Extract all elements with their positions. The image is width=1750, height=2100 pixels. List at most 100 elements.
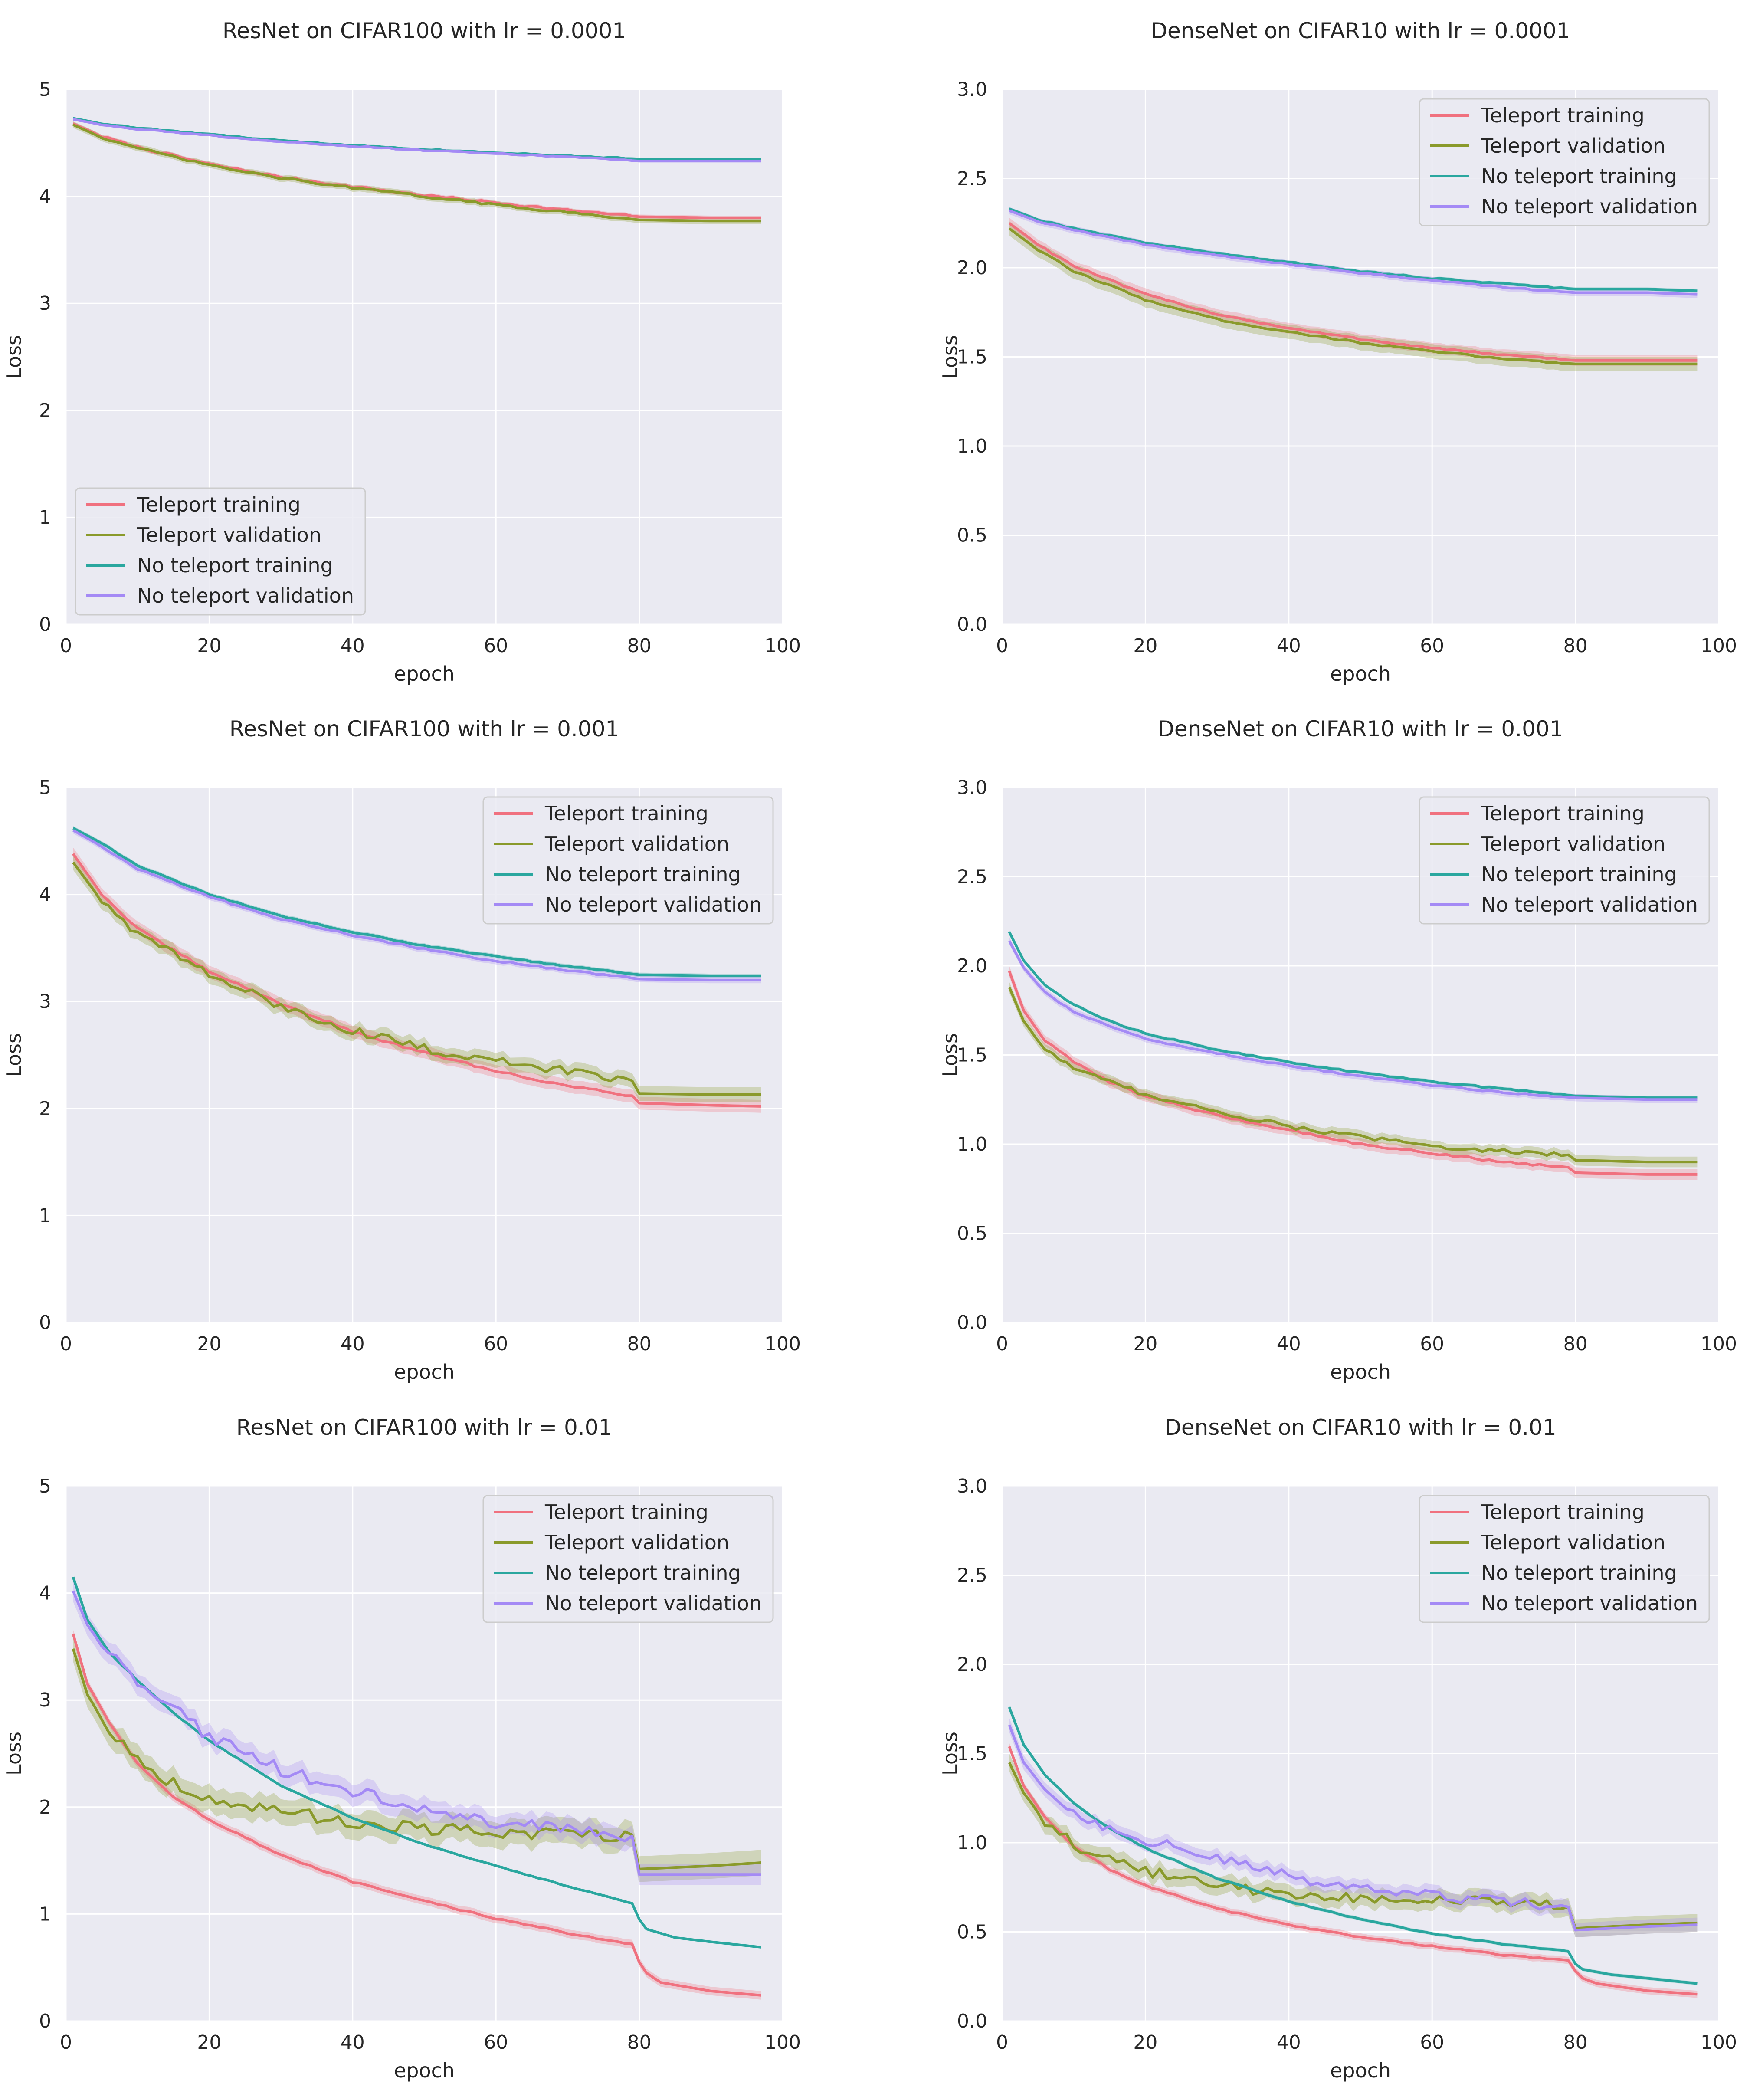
y-tick-label: 2.5 xyxy=(957,1565,987,1587)
y-tick-label: 1.0 xyxy=(957,1133,987,1155)
y-tick-label: 0 xyxy=(39,2010,51,2032)
chart-title: ResNet on CIFAR100 with lr = 0.0001 xyxy=(223,18,626,43)
y-tick-label: 0.0 xyxy=(957,2010,987,2032)
chart-panel-5: 0 20 40 60 80 100 0 1 2 3 4 5 ResNet on CIFAR100 wit… xyxy=(2,1415,801,2082)
line-teleport-validation xyxy=(1008,227,1698,365)
x-axis-label: epoch xyxy=(1330,1360,1391,1384)
legend-box xyxy=(1419,1495,1710,1623)
legend: Teleport training Teleport validation No t… xyxy=(1419,796,1710,925)
legend-box xyxy=(482,796,774,925)
legend-label: No teleport validation xyxy=(545,1591,762,1615)
line-no-teleport-validation xyxy=(1008,940,1698,1101)
x-axis-label: epoch xyxy=(394,2059,455,2082)
legend-label: No teleport training xyxy=(1481,863,1677,886)
y-tick-label: 3 xyxy=(39,292,51,315)
y-tick-label: 0.5 xyxy=(957,1223,987,1245)
chart-title: ResNet on CIFAR100 with lr = 0.01 xyxy=(236,1415,613,1440)
line-teleport-training xyxy=(72,1633,761,1997)
x-axis-label: epoch xyxy=(394,1360,455,1384)
y-tick-label: 3.0 xyxy=(957,79,987,101)
x-tick-label: 40 xyxy=(1277,1333,1301,1355)
y-tick-label: 5 xyxy=(39,777,51,799)
y-tick-label: 2 xyxy=(39,400,51,422)
y-tick-label: 1 xyxy=(39,1204,51,1227)
x-tick-label: 0 xyxy=(60,635,72,657)
x-tick-label: 0 xyxy=(996,635,1008,657)
x-tick-label: 40 xyxy=(1277,635,1301,657)
line-no-teleport-validation xyxy=(72,829,761,981)
line-no-teleport-validation xyxy=(1008,1724,1698,1932)
legend-box xyxy=(1419,796,1710,925)
x-tick-label: 100 xyxy=(764,1333,801,1355)
line-no-teleport-training xyxy=(72,827,761,977)
y-tick-label: 3.0 xyxy=(957,777,987,799)
legend-label: Teleport validation xyxy=(1481,134,1665,158)
x-tick-label: 60 xyxy=(484,1333,508,1355)
legend-box xyxy=(1419,98,1710,226)
x-tick-label: 60 xyxy=(1420,1333,1444,1355)
legend: Teleport training Teleport validation No t… xyxy=(1419,98,1710,226)
legend-label: Teleport validation xyxy=(1481,1531,1665,1554)
x-axis-label: epoch xyxy=(1330,662,1391,686)
y-tick-label: 1.5 xyxy=(957,1743,987,1765)
x-tick-label: 100 xyxy=(1701,1333,1737,1355)
x-tick-label: 80 xyxy=(1563,1333,1588,1355)
line-teleport-validation xyxy=(1008,987,1698,1164)
legend-label: Teleport training xyxy=(1481,802,1645,825)
x-tick-label: 80 xyxy=(1563,2031,1588,2054)
x-tick-label: 20 xyxy=(197,2031,221,2054)
legend-label: No teleport validation xyxy=(1481,893,1698,916)
y-tick-label: 2.5 xyxy=(957,168,987,190)
y-tick-label: 1.5 xyxy=(957,1044,987,1066)
y-tick-label: 1.0 xyxy=(957,1832,987,1854)
line-no-teleport-training xyxy=(72,1576,761,1949)
legend-label: No teleport training xyxy=(137,554,333,577)
line-no-teleport-training xyxy=(1008,1706,1698,1985)
x-tick-label: 0 xyxy=(996,1333,1008,1355)
legend-label: Teleport training xyxy=(544,1500,708,1524)
x-tick-label: 0 xyxy=(996,2031,1008,2054)
legend-box xyxy=(75,487,366,616)
line-teleport-training xyxy=(72,122,761,219)
x-tick-label: 100 xyxy=(1701,2031,1737,2054)
line-teleport-validation xyxy=(72,1648,761,1870)
y-tick-label: 4 xyxy=(39,884,51,906)
legend: Teleport training Teleport validation No t… xyxy=(1419,1495,1710,1623)
x-tick-label: 40 xyxy=(341,2031,365,2054)
band-teleport-validation xyxy=(73,855,761,1102)
x-tick-label: 0 xyxy=(60,1333,72,1355)
x-tick-label: 100 xyxy=(1701,635,1737,657)
y-tick-label: 4 xyxy=(39,1582,51,1605)
legend-label: Teleport training xyxy=(1481,104,1645,127)
legend-box xyxy=(482,1495,774,1623)
line-no-teleport-training xyxy=(1008,931,1698,1099)
chart-title: ResNet on CIFAR100 with lr = 0.001 xyxy=(229,716,619,742)
y-tick-label: 2 xyxy=(39,1796,51,1818)
line-teleport-validation xyxy=(72,123,761,223)
x-tick-label: 20 xyxy=(1133,635,1157,657)
x-tick-label: 60 xyxy=(1420,635,1444,657)
y-tick-label: 2.0 xyxy=(957,955,987,977)
y-axis-label: Loss xyxy=(2,1732,26,1775)
legend-label: No teleport validation xyxy=(137,584,354,607)
x-tick-label: 60 xyxy=(484,2031,508,2054)
y-axis-label: Loss xyxy=(2,1033,26,1077)
y-tick-label: 2.5 xyxy=(957,866,987,888)
y-tick-label: 3 xyxy=(39,1689,51,1711)
y-tick-label: 2.0 xyxy=(957,1654,987,1676)
legend-label: No teleport training xyxy=(1481,164,1677,188)
y-axis-label: Loss xyxy=(938,1732,962,1775)
band-teleport-validation xyxy=(73,1636,761,1882)
y-tick-label: 0.5 xyxy=(957,1921,987,1943)
band-teleport-validation xyxy=(1009,982,1698,1168)
line-teleport-training xyxy=(1008,222,1698,362)
y-tick-label: 0.5 xyxy=(957,525,987,547)
line-no-teleport-validation xyxy=(72,1590,761,1876)
legend-label: Teleport training xyxy=(1481,1500,1645,1524)
chart-panel-3: 0 20 40 60 80 100 0 1 2 3 4 5 ResNet on CIFAR100 wit… xyxy=(2,716,801,1384)
y-axis-label: Loss xyxy=(938,1033,962,1077)
chart-panel-6: 0 20 40 60 80 100 0.0 0.5 1.0 1.5 2.0 2.5 3.0 DenseNe… xyxy=(938,1415,1737,2082)
x-tick-label: 0 xyxy=(60,2031,72,2054)
x-tick-label: 100 xyxy=(764,635,801,657)
